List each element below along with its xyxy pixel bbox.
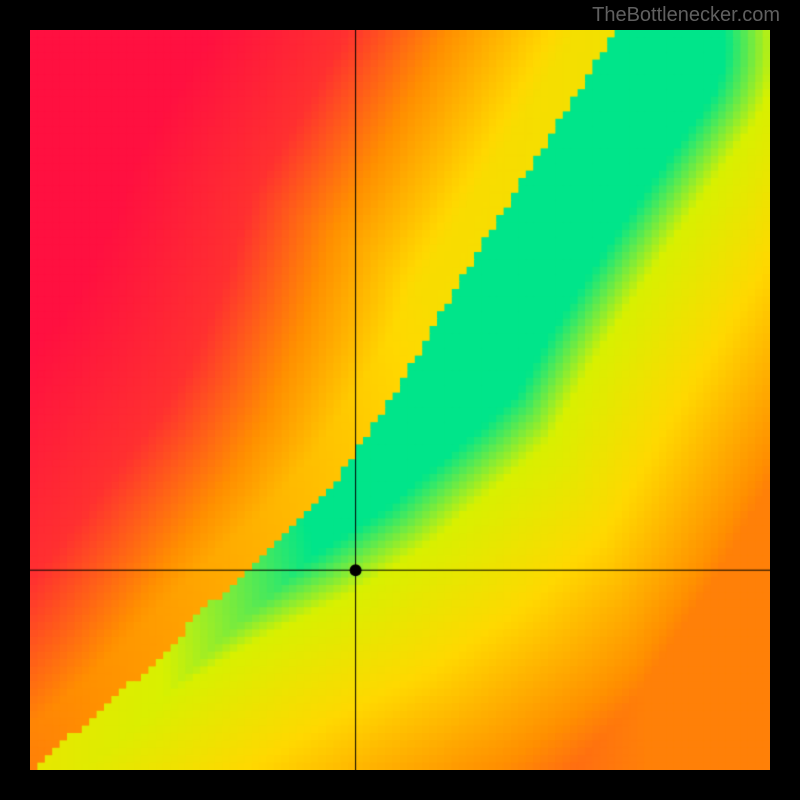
watermark-text: TheBottlenecker.com [592, 4, 780, 27]
heatmap-chart [30, 30, 770, 770]
heatmap-canvas [30, 30, 770, 770]
